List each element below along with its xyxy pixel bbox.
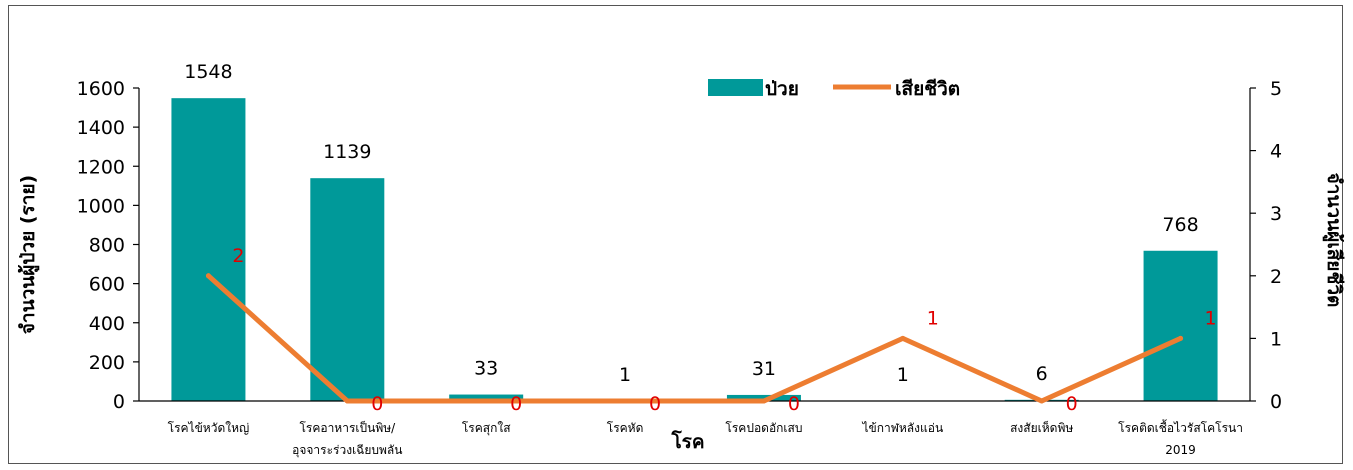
legend-bar-label: ป่วย (765, 78, 799, 100)
y-tick-label: 1000 (77, 195, 125, 217)
death-data-label: 0 (788, 393, 800, 415)
death-point-3 (622, 398, 628, 404)
y-tick-label: 800 (89, 235, 125, 257)
x-tick-label: ไข้กาฬหลังแอ่น (861, 421, 943, 435)
x-tick-label: โรคสุกใส (462, 421, 511, 436)
y2-axis-title: จำนวนผู้เสียชีวิต (1322, 173, 1345, 308)
death-data-label: 1 (1205, 307, 1217, 329)
death-point-4 (761, 398, 767, 404)
x-tick-label: โรคติดเชื้อไวรัสโคโรนา 2019 (1118, 419, 1243, 457)
y-tick-label: 1400 (77, 117, 125, 139)
y2-tick-label: 4 (1270, 141, 1282, 163)
death-point-5 (900, 335, 906, 341)
legend-bar-swatch (708, 79, 763, 96)
death-data-label: 0 (1066, 393, 1078, 415)
y-tick-label: 600 (89, 274, 125, 296)
y-tick-label: 400 (89, 313, 125, 335)
death-data-label: 1 (927, 307, 939, 329)
bar-data-label: 768 (1162, 214, 1198, 236)
y2-tick-label: 0 (1270, 391, 1282, 413)
death-point-2 (483, 398, 489, 404)
bar-7 (1143, 250, 1218, 401)
y2-tick-label: 1 (1270, 328, 1282, 350)
bar-data-label: 1 (897, 364, 909, 386)
death-data-label: 0 (510, 393, 522, 415)
legend-line-label: เสียชีวิต (895, 78, 960, 100)
bar-1 (310, 178, 385, 401)
bar-data-label: 1139 (323, 141, 371, 163)
death-data-label: 2 (232, 245, 244, 267)
death-point-6 (1039, 398, 1045, 404)
x-tick-label: โรคปอดอักเสบ (725, 421, 802, 435)
death-point-1 (344, 398, 350, 404)
y-tick-label: 1600 (77, 78, 125, 100)
y2-tick-label: 5 (1270, 78, 1282, 100)
bar-data-label: 33 (474, 358, 498, 380)
bar-2 (449, 394, 524, 401)
bar-data-label: 1 (619, 364, 631, 386)
x-tick-label: โรคอาหารเป็นพิษ/อุจจาระร่วงเฉียบพลัน (292, 420, 402, 458)
death-point-7 (1178, 335, 1184, 341)
x-axis-title: โรค (670, 430, 704, 453)
bar-data-label: 31 (752, 358, 776, 380)
bar-data-label: 6 (1036, 363, 1048, 385)
y2-tick-label: 3 (1270, 203, 1282, 225)
bar-data-label: 1548 (184, 61, 232, 83)
y-tick-label: 1200 (77, 156, 125, 178)
x-tick-label: สงสัยเห็ดพิษ (1010, 420, 1073, 435)
death-data-label: 0 (371, 393, 383, 415)
x-tick-label: โรคไข้หวัดใหญ่ (168, 421, 250, 435)
x-tick-label: โรคหัด (607, 421, 644, 435)
y2-tick-label: 2 (1270, 266, 1282, 288)
death-point-0 (205, 273, 211, 279)
bar-0 (171, 98, 246, 402)
y-tick-label: 200 (89, 352, 125, 374)
death-line (205, 273, 1184, 404)
y-tick-label: 0 (113, 391, 125, 413)
bar-4 (726, 394, 801, 401)
death-data-label: 0 (649, 393, 661, 415)
y-axis-title: จำนวนผู้ป่วย (ราย) (17, 175, 40, 334)
